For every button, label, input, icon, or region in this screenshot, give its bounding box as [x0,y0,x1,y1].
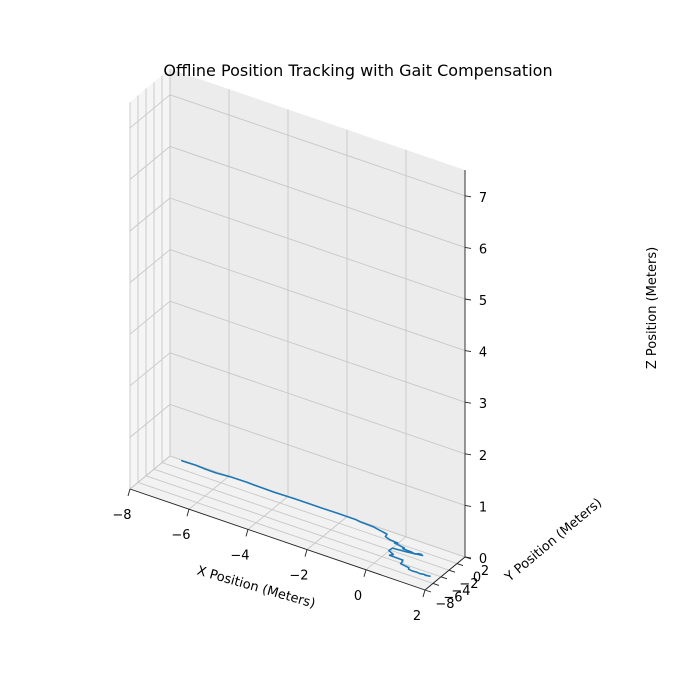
x-tick [245,529,249,537]
y-tick [456,563,464,567]
x-tick-label: −6 [171,528,190,543]
z-tick-label: 5 [479,294,487,309]
x-tick-label: 2 [413,609,421,624]
y-tick-label: −4 [451,584,470,599]
trajectory-line [181,459,431,577]
x-tick [422,589,426,598]
z-tick-label: 6 [479,242,487,257]
z-tick-label: 7 [479,191,487,206]
gridline-x [306,516,348,550]
gridline-z [129,146,171,180]
gridline-z [169,249,466,352]
axis-lines [129,170,466,591]
y-tick-label: −8 [435,597,454,612]
chart-title: Offline Position Tracking with Gait Comp… [163,61,552,80]
gridline-z [169,94,466,197]
gridline-z [129,352,171,387]
gridline-z [169,300,466,403]
gridline-z [129,197,171,232]
x-tick [304,549,308,557]
z-tick-label: 0 [479,552,487,567]
x-axis-line [129,488,426,591]
z-tick-label: 3 [479,397,487,412]
gridline-z [169,145,466,248]
y-axis-title: Y Position (Meters) [502,496,605,586]
gridline-z [169,197,466,300]
gridline-z [129,404,171,438]
gridline-y [161,462,458,565]
y-tick-label: 0 [473,571,481,586]
gridline-x [247,496,289,530]
gridline-z [129,94,171,129]
x-tick [186,509,190,517]
y-tick-label: 2 [481,564,489,579]
gridline-y [145,475,442,578]
z-tick [464,195,472,198]
z-tick [464,298,472,301]
y-tick-label: −6 [443,590,462,605]
y-tick [424,589,432,593]
gridline-x [365,536,407,571]
y-pane [170,69,465,557]
tick-marks [127,195,472,598]
y-axis-line [424,556,466,591]
z-tick-label: 1 [479,500,487,515]
y-tick [440,576,448,580]
z-tick-label: 4 [479,346,487,361]
x-tick [363,569,367,577]
gridline-z [129,300,171,335]
x-tick-label: 0 [354,589,362,604]
gridline-y [137,481,434,584]
z-tick [464,504,472,507]
gridline-z [169,403,466,506]
z-tick [464,246,472,249]
y-tick [432,582,440,586]
y-tick-label: −2 [459,577,478,592]
x-tick-label: −2 [289,569,308,584]
z-axis-title: Z Position (Meters) [645,247,660,369]
z-tick [464,556,472,559]
x-tick-label: −4 [230,548,249,563]
z-tick [464,453,472,456]
x-pane [130,69,170,489]
gridline-z [169,352,466,455]
gridline-z [129,249,171,283]
gridline-y [153,468,450,571]
z-tick-label: 2 [479,449,487,464]
x-tick [127,488,131,497]
x-tick-label: −8 [112,508,131,523]
z-tick [464,401,472,404]
y-tick [448,569,456,573]
gridline-x [188,475,230,510]
gridline-z [129,455,171,490]
z-tick [464,350,472,353]
